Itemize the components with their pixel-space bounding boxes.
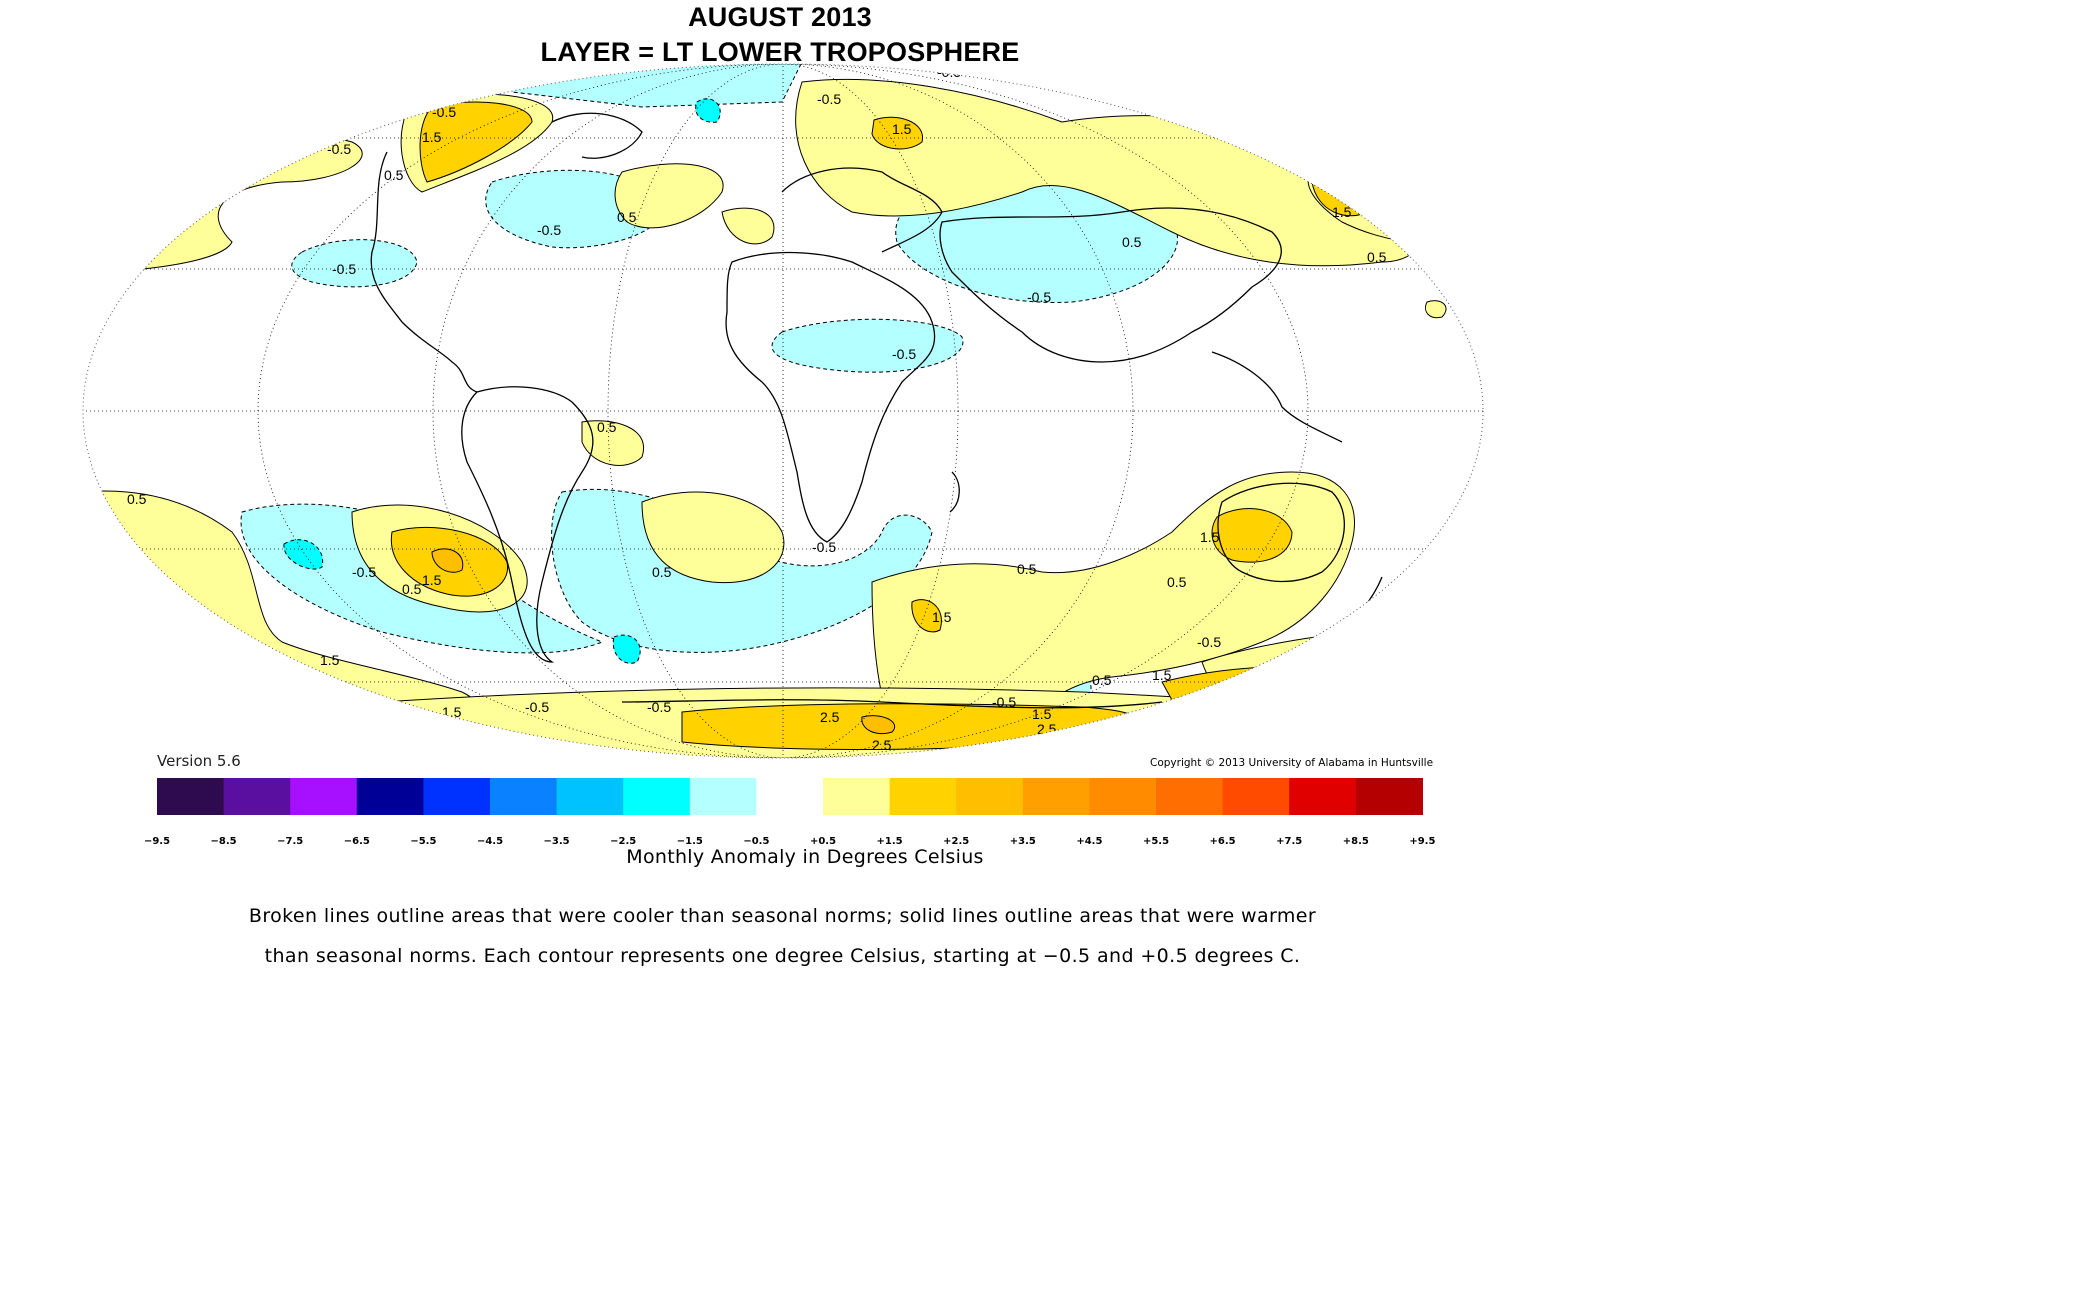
contour-label: -0.5 (525, 699, 549, 715)
contour-label: 1.5 (442, 704, 462, 720)
colorbar-tick-label: −2.5 (610, 836, 637, 847)
colorbar-swatch (689, 778, 757, 815)
legend-note-line-1: Broken lines outline areas that were coo… (248, 905, 1317, 927)
colorbar-tick-label: −6.5 (343, 836, 370, 847)
contour-label: -0.5 (1027, 289, 1051, 305)
colorbar-tick-label: +9.5 (1409, 836, 1436, 847)
colorbar-tick-label: −9.5 (143, 836, 171, 847)
contour-label: 1.5 (932, 609, 952, 625)
contour-label: 1.5 (422, 572, 442, 588)
colorbar-tick-label: −7.5 (277, 836, 304, 847)
contour-label: 2.5 (1037, 721, 1057, 737)
colorbar-swatch (1022, 778, 1090, 815)
colorbar-tick-label: −1.5 (676, 836, 703, 847)
colorbar-swatch (1089, 778, 1157, 815)
colorbar-swatch (1156, 778, 1224, 815)
contour-label: 0.5 (402, 581, 422, 597)
contour-label: -0.5 (892, 346, 916, 362)
map-fill: 1.5 -0.5 1.5 -0.5 0.5 -0.5 -0.5 0.5 -0.5… (83, 64, 1483, 758)
colorbar-swatch (1222, 778, 1290, 815)
colorbar-swatch (823, 778, 891, 815)
colorbar-swatch (956, 778, 1024, 815)
colorbar-swatch (756, 778, 824, 815)
contour-label: -0.5 (432, 104, 456, 120)
contour-label: 0.5 (1017, 561, 1037, 577)
colorbar-tick-label: +0.5 (809, 836, 837, 847)
contour-label: 0.5 (127, 491, 147, 507)
contour-label: -0.5 (537, 222, 561, 238)
contour-label: 1.5 (320, 652, 340, 668)
contour-label: 0.5 (1367, 249, 1387, 265)
contour-label: -0.5 (992, 694, 1016, 710)
contour-label: -0.5 (332, 261, 356, 277)
contour-label: -0.5 (1197, 634, 1221, 650)
contour-label: 2.5 (820, 709, 840, 725)
contour-label: 0.5 (1167, 574, 1187, 590)
contour-label: -0.5 (812, 539, 836, 555)
colorbar-swatch (223, 778, 291, 815)
contour-label: -0.5 (817, 91, 841, 107)
contour-label: 0.5 (597, 419, 617, 435)
version-label: Version 5.6 (157, 752, 241, 770)
colorbar-tick-label: +3.5 (1009, 836, 1036, 847)
colorbar-tick-label: −5.5 (410, 836, 437, 847)
colorbar-tick-label: −8.5 (210, 836, 237, 847)
coastlines (370, 112, 1383, 709)
colorbar-swatch (623, 778, 691, 815)
colorbar-swatch (356, 778, 424, 815)
copyright-label: Copyright © 2013 University of Alabama i… (1150, 757, 1434, 769)
colorbar-swatch (889, 778, 957, 815)
colorbar-tick-label: −3.5 (543, 836, 570, 847)
contour-label: 0.5 (652, 564, 672, 580)
contour-label: -0.5 (937, 64, 961, 80)
cool-anomaly-cores (283, 98, 721, 664)
contour-label: 1.5 (1032, 706, 1052, 722)
contour-label: 1.5 (892, 121, 912, 137)
colorbar-tick-label: +5.5 (1142, 836, 1170, 847)
colorbar-swatch (1289, 778, 1357, 815)
map-title: AUGUST 2013 (688, 2, 872, 32)
colorbar-swatch (1355, 778, 1423, 815)
colorbar-tick-label: +4.5 (1076, 836, 1103, 847)
contour-label: 2.5 (872, 737, 892, 753)
colorbar-tick-label: −0.5 (743, 836, 770, 847)
contour-label: 0.5 (1092, 672, 1112, 688)
contour-label: -0.5 (327, 141, 351, 157)
contour-label: 1.5 (1332, 204, 1352, 220)
legend-note-line-2: than seasonal norms. Each contour repres… (264, 945, 1301, 967)
map-border (82, 63, 1484, 759)
layer-subtitle: LAYER = LT LOWER TROPOSPHERE (540, 37, 1020, 67)
contour-label: 1.5 (1152, 667, 1172, 683)
contour-label: 0.5 (384, 167, 404, 183)
contour-label: -0.5 (647, 699, 671, 715)
colorbar-tick-label: +1.5 (876, 836, 903, 847)
colorbar-swatch (423, 778, 491, 815)
contour-label: 0.5 (1122, 234, 1142, 250)
contour-label: -0.5 (352, 564, 376, 580)
warm-anomaly-core (431, 548, 895, 735)
colorbar-swatch (490, 778, 558, 815)
contour-labels: 1.5 -0.5 1.5 -0.5 0.5 -0.5 -0.5 0.5 -0.5… (127, 64, 1387, 753)
colorbar-tick-label: +6.5 (1209, 836, 1236, 847)
contour-label: 1.5 (1200, 529, 1220, 545)
colorbar-swatch (157, 778, 225, 815)
colorbar-tick-label: +8.5 (1342, 836, 1369, 847)
anomaly-map: 1.5 -0.5 1.5 -0.5 0.5 -0.5 -0.5 0.5 -0.5… (82, 63, 1484, 759)
colorbar-units-label: Monthly Anomaly in Degrees Celsius (626, 846, 984, 868)
colorbar-swatch (556, 778, 624, 815)
colorbar-tick-label: −4.5 (476, 836, 504, 847)
colorbar-tick-label: +7.5 (1276, 836, 1303, 847)
colorbar-tick-label: +2.5 (943, 836, 970, 847)
colorbar-swatch (290, 778, 358, 815)
contour-label: 1.5 (422, 129, 442, 145)
contour-label: 0.5 (617, 209, 637, 225)
